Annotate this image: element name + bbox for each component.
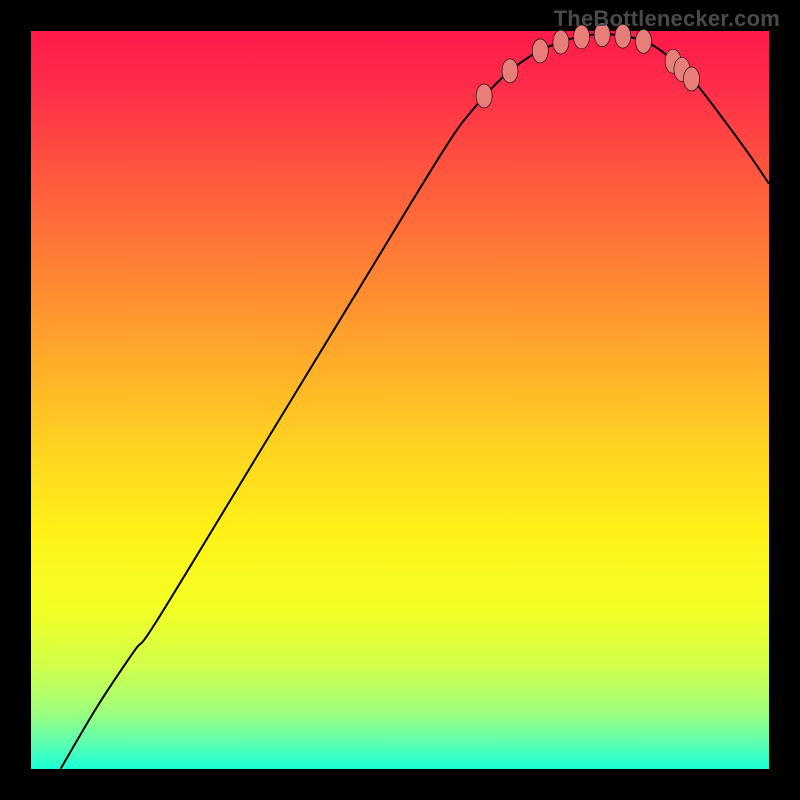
curve-marker	[553, 30, 569, 54]
bottleneck-curve	[61, 34, 769, 769]
curve-marker	[684, 67, 700, 91]
watermark-text: TheBottlenecker.com	[554, 6, 780, 32]
curve-marker	[502, 59, 518, 83]
chart-frame: TheBottlenecker.com	[0, 0, 800, 800]
curve-marker	[532, 39, 548, 63]
curve-markers	[476, 23, 699, 108]
curve-marker	[476, 84, 492, 108]
curve-layer	[31, 31, 769, 769]
plot-area	[31, 31, 769, 769]
curve-marker	[636, 29, 652, 53]
